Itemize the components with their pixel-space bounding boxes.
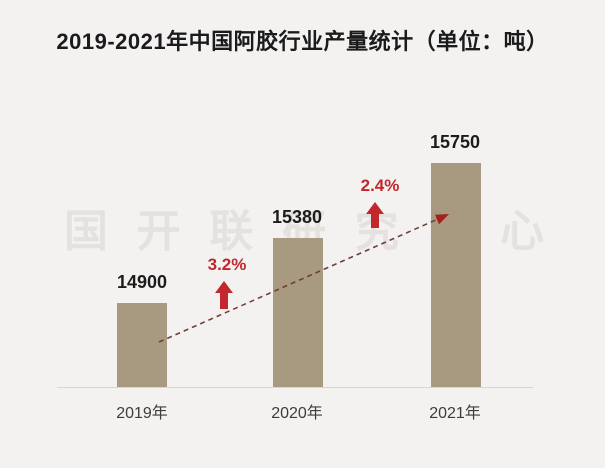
x-axis-label-2019: 2019年 (116, 405, 168, 422)
watermark-char: 究 (354, 207, 399, 256)
watermark-char: 国 (64, 207, 108, 256)
x-axis-label-2021: 2021年 (429, 405, 481, 422)
bar-2019 (117, 303, 167, 388)
x-axis-label-2020: 2020年 (271, 405, 323, 422)
x-axis-line (57, 387, 533, 388)
bar-value-2021: 15750 (429, 132, 481, 152)
growth-label-2021: 2.4% (360, 176, 400, 195)
bar-2021 (431, 163, 481, 388)
bar-2020 (273, 238, 323, 388)
watermark-char: 联 (209, 207, 254, 256)
growth-up-arrow-icon-2020 (215, 281, 233, 309)
growth-label-2020: 3.2% (207, 255, 247, 274)
watermark-char: 开 (136, 207, 181, 256)
bar-value-2019: 14900 (116, 272, 168, 292)
bar-value-2020: 15380 (271, 207, 323, 227)
chart-title: 2019-2021年中国阿胶行业产量统计（单位：吨） (56, 29, 549, 54)
watermark-char: 心 (499, 207, 544, 256)
growth-up-arrow-icon-2021 (366, 202, 384, 228)
